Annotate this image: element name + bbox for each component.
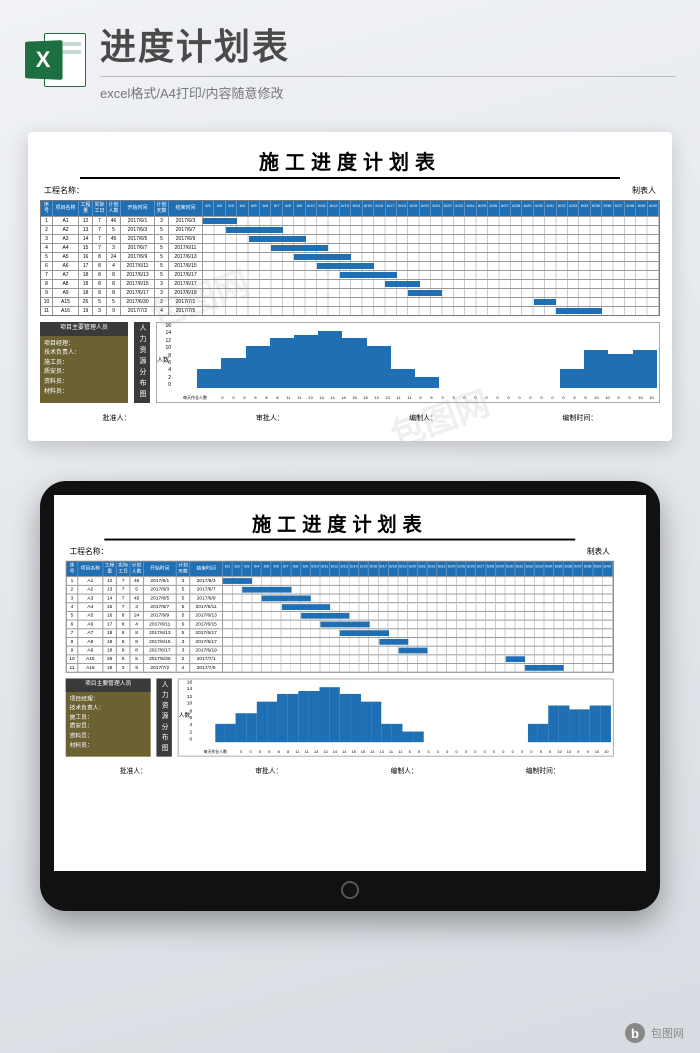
gantt-row: 1A1127462017/6/132017/6/3 [67, 576, 613, 585]
gantt-row: 3A3147452017/6/552017/6/9 [67, 594, 613, 603]
footer-brand: b 包图网 [625, 1023, 684, 1043]
chart-y-axis-2: 1614121086420 [181, 680, 193, 743]
gantt-row: 2A213752017/6/352017/6/7 [41, 225, 659, 234]
gantt-body: 1A1127462017/6/132017/6/32A213752017/6/3… [41, 216, 659, 315]
gantt-row: 2A213752017/6/352017/6/7 [67, 585, 613, 594]
gantt-header: 序号项目名称工程量实际工日计划人数开始时间计划天数结束时间6/16/26/36/… [41, 201, 659, 216]
gantt-table: 序号项目名称工程量实际工日计划人数开始时间计划天数结束时间6/16/26/36/… [40, 200, 660, 316]
gantt-row: 4A415732017/6/752017/6/11 [67, 602, 613, 611]
workforce-chart: 人数 1614121086420 每天作业人数00558811111313141… [156, 322, 660, 403]
gantt-header-2: 序号项目名称工程量实际工日计划人数开始时间计划天数结束时间6/16/26/36/… [67, 562, 613, 576]
gantt-row: 3A3147452017/6/552017/6/9 [41, 234, 659, 243]
chart-bars [173, 327, 657, 388]
gantt-body-2: 1A1127462017/6/132017/6/32A213752017/6/3… [67, 576, 613, 672]
gantt-row: 6A617842017/6/1152017/6/15 [41, 261, 659, 270]
sheet-title: 施工进度计划表 [80, 146, 620, 179]
gantt-row: 7A718882017/6/1352017/6/17 [41, 270, 659, 279]
mgmt-roles-2: 项目经理：技术负责人：施工员：质安员：资料员：材料员： [70, 696, 147, 752]
gantt-row: 11A1619392017/7/242017/7/5 [41, 306, 659, 315]
management-box: 项目主要管理人员 项目经理：技术负责人：施工员：质安员：资料员：材料员： [40, 322, 128, 403]
chart-x-axis: 每天作业人数0055881111131314141515131311115533… [173, 395, 657, 401]
gantt-row: 10A1526552017/6/3022017/7/1 [41, 297, 659, 306]
signoff-row-2: 批准人：审批人：编制人：编制时间： [66, 767, 614, 777]
gantt-row: 9A918882017/6/1732017/6/19 [67, 646, 613, 655]
gantt-row: 6A617842017/6/1152017/6/15 [67, 620, 613, 629]
gantt-row: 4A415732017/6/752017/6/11 [41, 243, 659, 252]
gantt-row: 9A918882017/6/1732017/6/19 [41, 288, 659, 297]
project-name-label: 工程名称： [44, 185, 84, 196]
page-subtitle: excel格式/A4打印/内容随意修改 [100, 76, 676, 102]
chart-side-label: 人力资源分布图 [134, 322, 150, 403]
gantt-row: 7A718882017/6/1352017/6/17 [67, 628, 613, 637]
signoff-row: 批准人：审批人：编制人：编制时间： [40, 413, 660, 423]
chart-x-axis-2: 每天作业人数0055881111131314141515131311115533… [194, 749, 611, 755]
tablet-home-button[interactable] [341, 881, 359, 899]
sheet-preview-top: 包图网 包图网 施工进度计划表 工程名称： 制表人 序号项目名称工程量实际工日计… [28, 132, 672, 441]
gantt-row: 8A818882017/6/1532017/6/17 [67, 637, 613, 646]
gantt-table-2: 序号项目名称工程量实际工日计划人数开始时间计划天数结束时间6/16/26/36/… [66, 561, 614, 673]
page-header: X 进度计划表 excel格式/A4打印/内容随意修改 [0, 0, 700, 110]
gantt-row: 1A1127462017/6/132017/6/3 [41, 216, 659, 225]
gantt-row: 5A5168242017/6/952017/6/13 [67, 611, 613, 620]
author-label: 制表人 [632, 185, 656, 196]
excel-icon: X [24, 29, 86, 91]
chart-bars-2 [194, 683, 611, 742]
chart-y-axis: 1614121086420 [159, 323, 171, 388]
gantt-row: 5A5168242017/6/952017/6/13 [41, 252, 659, 261]
tablet-mockup: 施工进度计划表 工程名称： 制表人 序号项目名称工程量实际工日计划人数开始时间计… [40, 481, 660, 911]
mgmt-roles: 项目经理：技术负责人：施工员：质安员：资料员：材料员： [44, 340, 124, 398]
sheet-preview-tablet: 施工进度计划表 工程名称： 制表人 序号项目名称工程量实际工日计划人数开始时间计… [58, 499, 622, 790]
gantt-row: 10A1526552017/6/3022017/7/1 [67, 655, 613, 664]
gantt-row: 8A818882017/6/1532017/6/17 [41, 279, 659, 288]
gantt-row: 11A1619392017/7/242017/7/5 [67, 663, 613, 672]
page-title: 进度计划表 [100, 18, 676, 70]
